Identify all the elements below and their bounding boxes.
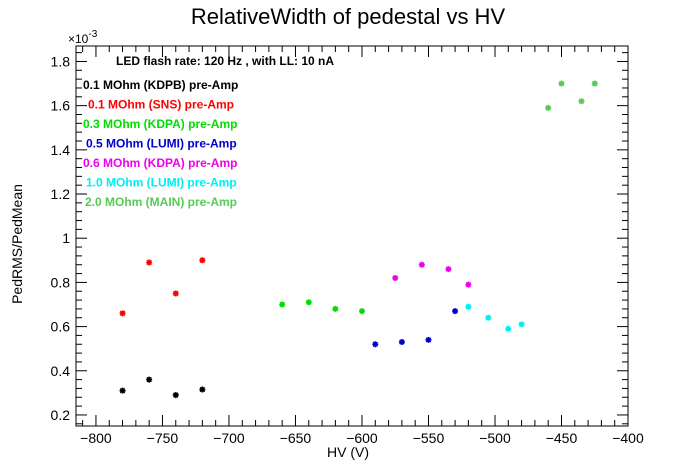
y-tick-label: 0.2 [51,407,71,423]
y-tick-label: 1.6 [51,98,71,114]
data-point [418,261,425,268]
data-point [119,310,126,317]
data-point [578,98,585,105]
x-tick-label: −400 [612,430,644,446]
data-point [279,301,286,308]
legend-entry: 0.3 MOhm (KDPA) pre-Amp [83,117,237,131]
data-point [465,303,472,310]
x-axis: −800 −750 −700 −650 −600 −550 −500 −450 −400 [80,46,644,446]
y-tick-label: 0.4 [51,363,71,379]
y-tick-label: 0.8 [51,274,71,290]
legend-entry: 1.0 MOhm (LUMI) pre-Amp [86,176,237,190]
x-tick-label: −800 [80,430,112,446]
x-tick-label: −500 [479,430,511,446]
data-point [332,305,339,312]
data-point [199,257,206,264]
x-tick-label: −700 [213,430,245,446]
x-tick-label: −450 [546,430,578,446]
legend-entry: 0.1 MOhm (KDPB) pre-Amp [83,78,238,92]
data-point [172,392,179,399]
legend-entry: 0.5 MOhm (LUMI) pre-Amp [86,137,237,151]
data-point [305,299,312,306]
y-tick-label: 0.6 [51,319,71,335]
x-tick-label: −750 [147,430,179,446]
data-point [518,321,525,328]
data-point [425,336,432,343]
data-point [372,341,379,348]
data-points [119,80,598,399]
y-tick-label: 1.2 [51,186,71,202]
x-tick-label: −600 [346,430,378,446]
data-point [505,325,512,332]
data-point [545,104,552,111]
data-point [558,80,565,87]
legend: 0.1 MOhm (KDPB) pre-Amp 0.1 MOhm (SNS) pr… [83,78,238,209]
data-point [119,387,126,394]
data-point [392,274,399,281]
x-tick-label: −650 [280,430,312,446]
legend-entry: 0.1 MOhm (SNS) pre-Amp [88,98,234,112]
data-point [452,308,459,315]
data-point [398,339,405,346]
data-point [199,386,206,393]
y-axis-exponent-power: -3 [88,29,97,40]
data-point [445,266,452,273]
plot-frame [75,45,629,427]
x-axis-label: HV (V) [327,444,369,460]
y-tick-label: 1 [62,230,70,246]
y-axis-label: PedRMS/PedMean [9,184,25,304]
y-axis: 0.2 0.4 0.6 0.8 1 1.2 1.4 1.6 1.8 [51,52,628,425]
y-axis-exponent: ×10-3 [68,29,98,46]
legend-entry: 0.6 MOhm (KDPA) pre-Amp [83,156,237,170]
data-point [146,259,153,266]
data-point [485,314,492,321]
data-point [172,290,179,297]
data-point [465,281,472,288]
chart-title: RelativeWidth of pedestal vs HV [191,4,506,29]
y-tick-label: 1.8 [51,53,71,69]
x-tick-label: −550 [413,430,445,446]
legend-entry: 2.0 MOhm (MAIN) pre-Amp [85,195,237,209]
data-point [146,376,153,383]
y-axis-exponent-base: ×10 [68,32,89,46]
data-point [358,308,365,315]
annotation-led-flash-rate: LED flash rate: 120 Hz , with LL: 10 nA [116,54,334,68]
data-point [591,80,598,87]
y-tick-label: 1.4 [51,142,71,158]
